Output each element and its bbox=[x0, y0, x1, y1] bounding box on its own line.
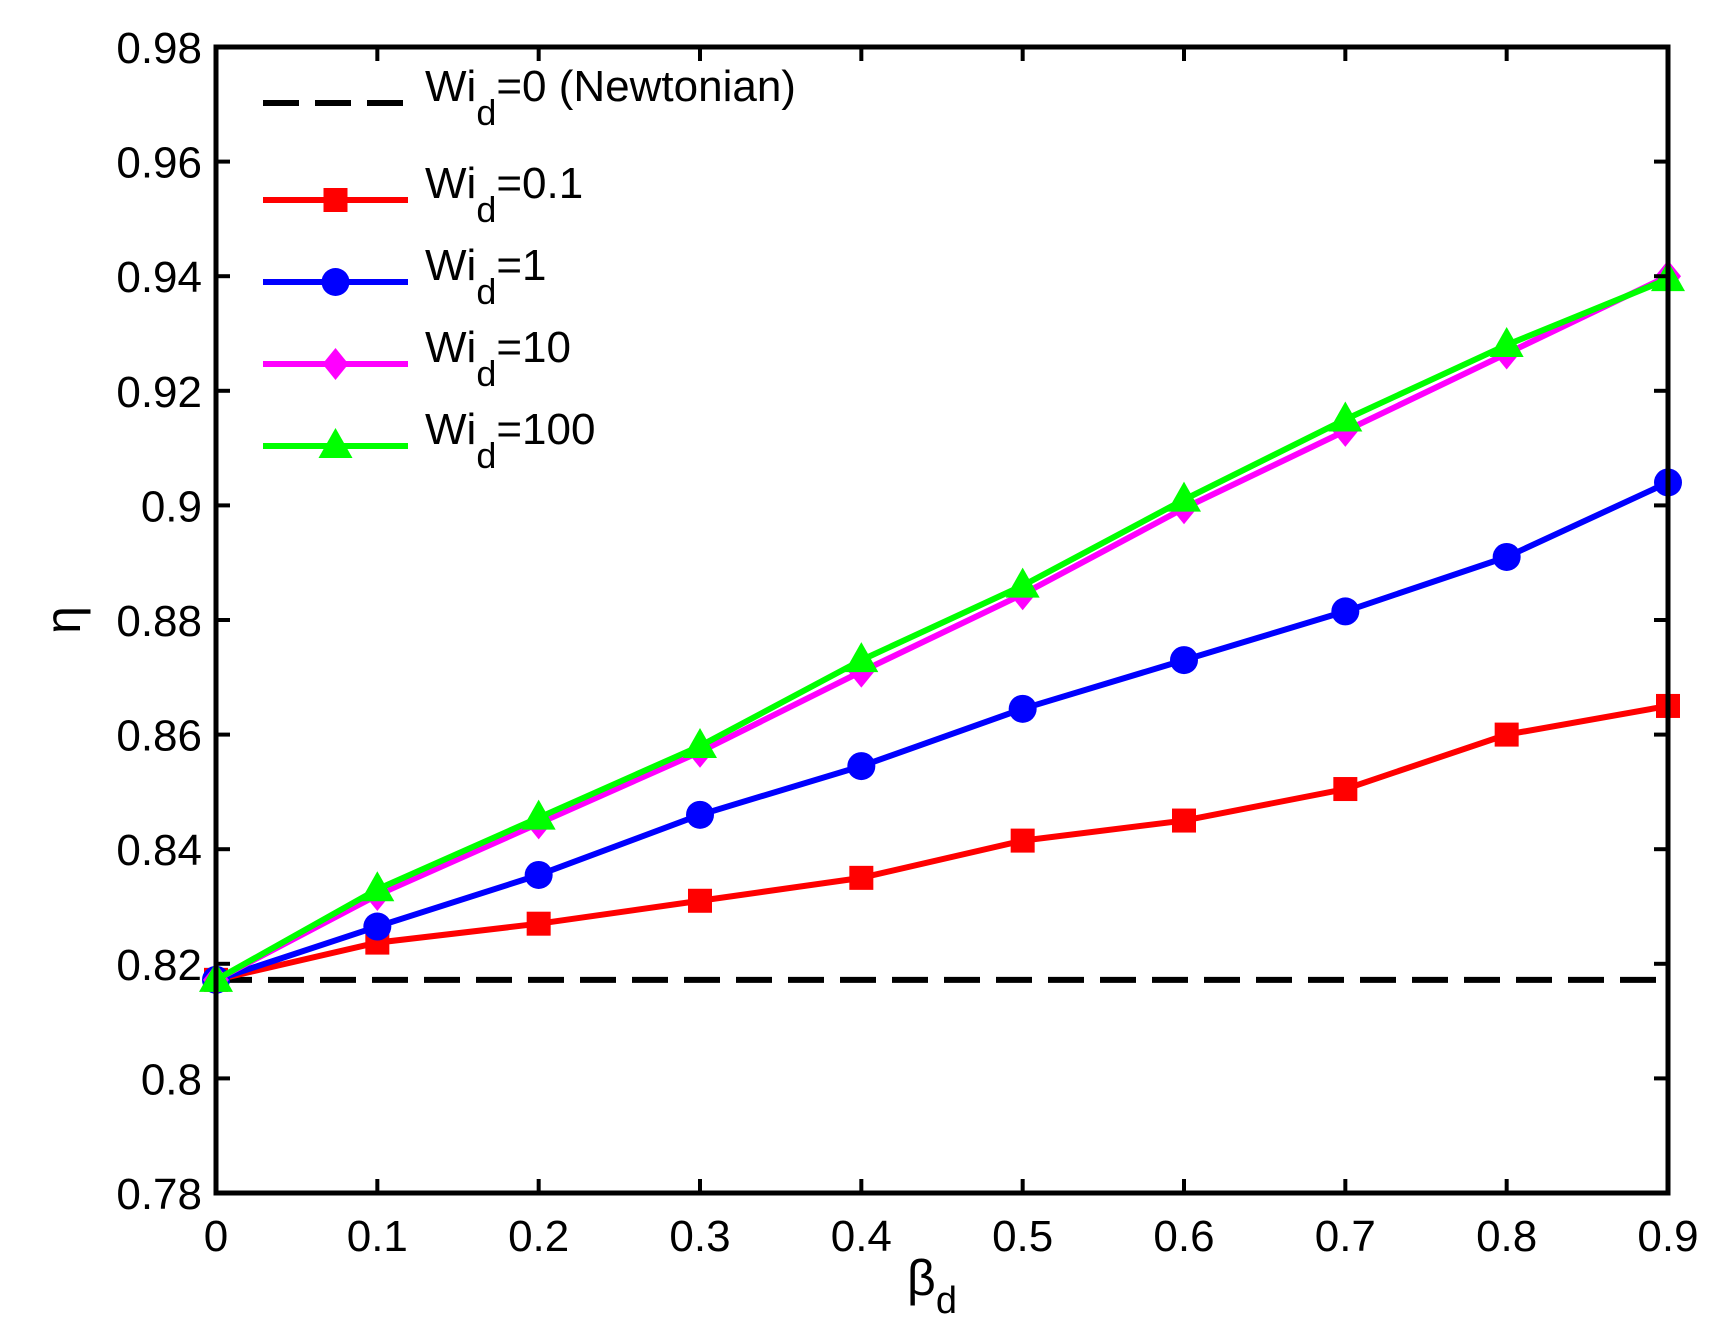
legend-label-3-main: Wi bbox=[425, 323, 476, 372]
x-tick-label-0: 0 bbox=[204, 1212, 228, 1261]
x-axis-label: βd bbox=[907, 1250, 957, 1322]
x-tick-label-1: 0.1 bbox=[347, 1212, 408, 1261]
series-1-point-5 bbox=[1010, 828, 1035, 853]
y-tick-label-8: 0.94 bbox=[116, 253, 202, 302]
legend-label-1-sub: d bbox=[476, 189, 496, 230]
y-tick-label-4: 0.86 bbox=[116, 712, 202, 761]
series-2-point-3 bbox=[686, 800, 714, 829]
x-tick-label-3: 0.3 bbox=[669, 1212, 730, 1261]
y-tick-label-2: 0.82 bbox=[116, 941, 202, 990]
y-tick-label-6: 0.9 bbox=[141, 482, 202, 531]
x-tick-label-9: 0.9 bbox=[1637, 1212, 1698, 1261]
legend-marker-4 bbox=[318, 428, 353, 458]
x-tick-label-6: 0.6 bbox=[1153, 1212, 1214, 1261]
legend-marker-2 bbox=[321, 268, 350, 296]
y-tick-label-10: 0.98 bbox=[116, 24, 202, 73]
legend: Wid=0 (Newtonian)Wid=0.1Wid=1Wid=10Wid=1… bbox=[263, 62, 796, 476]
series-2-point-7 bbox=[1331, 597, 1360, 626]
series-line-3 bbox=[214, 273, 1670, 983]
x-tick-label-2: 0.2 bbox=[508, 1212, 569, 1261]
series-2-point-4 bbox=[847, 752, 876, 781]
x-tick-label-5: 0.5 bbox=[992, 1212, 1053, 1261]
series-2-point-1 bbox=[363, 912, 392, 941]
legend-label-0-main: Wi bbox=[425, 62, 476, 111]
series-1-point-6 bbox=[1172, 808, 1196, 833]
y-tick-label-5: 0.88 bbox=[116, 597, 202, 646]
x-axis-label-sub: d bbox=[936, 1280, 957, 1322]
series-1-point-8 bbox=[1494, 722, 1519, 747]
series-4-point-4 bbox=[844, 642, 879, 673]
legend-label-3: Wid=10 bbox=[425, 323, 571, 394]
x-tick-label-7: 0.7 bbox=[1315, 1212, 1376, 1261]
y-axis-label: η bbox=[35, 606, 91, 634]
x-tick-label-4: 0.4 bbox=[831, 1212, 892, 1261]
legend-label-4-main: Wi bbox=[425, 405, 476, 454]
y-tick-label-3: 0.84 bbox=[116, 826, 202, 875]
series-line-1 bbox=[215, 702, 1669, 983]
series-4-point-3 bbox=[683, 728, 717, 759]
series-1-point-7 bbox=[1333, 777, 1358, 802]
axes-layer: 0 0.1 0.2 0.3 0.4 0.5 0.6 0.7 0.8 0.9 0.78 0.8 0.82 0… bbox=[35, 24, 1699, 1322]
series-4-point-7 bbox=[1328, 401, 1363, 432]
series-4-point-6 bbox=[1167, 481, 1201, 512]
legend-marker-1 bbox=[323, 188, 348, 212]
legend-label-0-sub: d bbox=[476, 92, 496, 133]
x-tick-label-8: 0.8 bbox=[1476, 1212, 1537, 1261]
series-2-point-6 bbox=[1170, 646, 1198, 675]
series-4-point-1 bbox=[360, 871, 395, 902]
series-line-4 bbox=[214, 276, 1670, 983]
series-2-point-8 bbox=[1492, 542, 1521, 571]
y-tick-label-7: 0.92 bbox=[116, 368, 202, 417]
x-axis-label-main: β bbox=[907, 1250, 936, 1306]
legend-label-2-rest: =1 bbox=[496, 241, 546, 290]
series-4-point-5 bbox=[1005, 567, 1040, 598]
legend-label-2-main: Wi bbox=[425, 241, 476, 290]
y-tick-label-0: 0.78 bbox=[116, 1170, 202, 1219]
legend-label-4-rest: =100 bbox=[496, 405, 595, 454]
legend-marker-3 bbox=[322, 348, 349, 380]
legend-label-1-main: Wi bbox=[425, 159, 476, 208]
y-tick-label-1: 0.8 bbox=[141, 1055, 202, 1104]
series-1-point-2 bbox=[526, 911, 551, 936]
series-4-point-8 bbox=[1489, 326, 1524, 357]
legend-label-1-rest: =0.1 bbox=[496, 159, 583, 208]
series-1-point-3 bbox=[688, 888, 712, 913]
series-line-2 bbox=[215, 479, 1670, 983]
series-2-point-5 bbox=[1008, 694, 1037, 723]
plot-layer bbox=[199, 260, 1685, 996]
series-2-point-2 bbox=[524, 860, 553, 889]
legend-label-3-rest: =10 bbox=[496, 323, 571, 372]
legend-label-4: Wid=100 bbox=[425, 405, 595, 476]
legend-label-3-sub: d bbox=[476, 353, 496, 394]
legend-label-2-sub: d bbox=[476, 271, 496, 312]
y-tick-label-9: 0.96 bbox=[116, 139, 202, 188]
legend-label-2: Wid=1 bbox=[425, 241, 547, 312]
legend-label-0: Wid=0 (Newtonian) bbox=[425, 62, 796, 133]
legend-label-4-sub: d bbox=[476, 435, 496, 476]
legend-label-0-rest: =0 (Newtonian) bbox=[496, 62, 796, 111]
series-4-point-2 bbox=[521, 799, 556, 830]
legend-label-1: Wid=0.1 bbox=[425, 159, 583, 230]
series-1-point-4 bbox=[849, 865, 874, 890]
